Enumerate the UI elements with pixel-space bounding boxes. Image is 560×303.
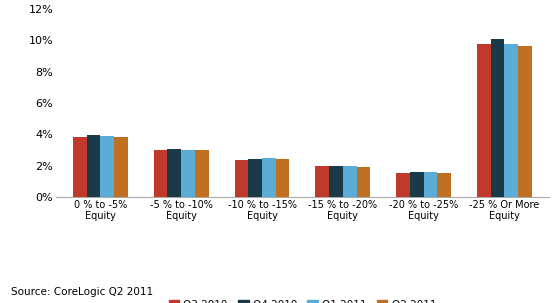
Bar (357, 167, 370, 197)
Bar (491, 39, 505, 197)
Bar (343, 166, 357, 197)
Legend: Q3 2010, Q4 2010, Q1 2011, Q2 2011: Q3 2010, Q4 2010, Q1 2011, Q2 2011 (169, 300, 436, 303)
Bar (73, 137, 87, 197)
Bar (262, 158, 276, 197)
Bar (248, 158, 262, 197)
Bar (477, 44, 491, 197)
Bar (195, 150, 209, 197)
Bar (87, 135, 100, 197)
Bar (410, 172, 423, 197)
Bar (423, 172, 437, 197)
Bar (315, 166, 329, 197)
Bar (181, 150, 195, 197)
Bar (114, 137, 128, 197)
Bar (235, 160, 248, 197)
Bar (518, 46, 532, 197)
Bar (329, 166, 343, 197)
Bar (100, 136, 114, 197)
Bar (276, 159, 290, 197)
Bar (396, 173, 410, 197)
Bar (154, 150, 167, 197)
Bar (437, 173, 451, 197)
Bar (505, 44, 518, 197)
Bar (167, 149, 181, 197)
Text: Source: CoreLogic Q2 2011: Source: CoreLogic Q2 2011 (11, 287, 153, 297)
